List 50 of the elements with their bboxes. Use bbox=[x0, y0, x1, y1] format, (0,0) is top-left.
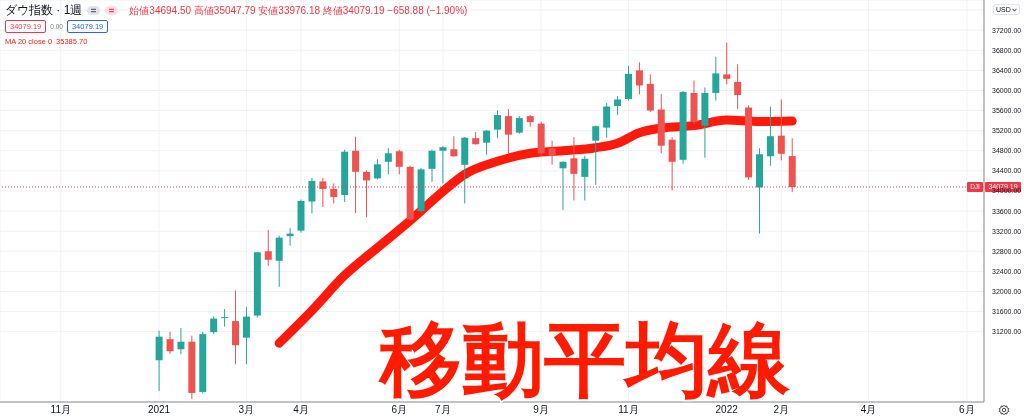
candlestick bbox=[308, 177, 316, 215]
candlestick bbox=[614, 95, 622, 116]
x-tick-label: 9月 bbox=[533, 404, 549, 416]
candlestick bbox=[723, 42, 731, 85]
candlestick bbox=[395, 149, 403, 175]
candlestick bbox=[603, 102, 611, 139]
candlestick bbox=[330, 182, 338, 205]
candlestick bbox=[635, 61, 643, 95]
candlestick bbox=[712, 56, 720, 101]
candlestick bbox=[319, 177, 327, 208]
x-tick-label: 3月 bbox=[238, 404, 255, 416]
candlestick bbox=[777, 99, 785, 161]
candlestick bbox=[352, 136, 360, 214]
candlestick bbox=[177, 327, 185, 355]
x-tick-label: 11月 bbox=[618, 404, 639, 416]
x-tick-label: 11月 bbox=[50, 404, 72, 416]
chart-subtitle: 始値34694.50 高値35047.79 安値33976.18 終値34079.19 −658.88 (−1.90%) bbox=[129, 3, 468, 18]
candlestick bbox=[581, 155, 589, 201]
candlestick bbox=[384, 147, 392, 175]
candlestick bbox=[504, 108, 512, 154]
chart-title: ダウ指数 · 1週 bbox=[5, 2, 83, 19]
candlestick bbox=[221, 308, 229, 328]
candlestick bbox=[450, 135, 458, 158]
x-tick-label: 6月 bbox=[391, 404, 407, 416]
candlestick bbox=[734, 63, 742, 110]
candlestick bbox=[155, 330, 163, 392]
candlestick bbox=[264, 229, 272, 267]
x-tick-label: 6月 bbox=[959, 404, 975, 416]
x-tick-label: 4月 bbox=[293, 404, 309, 416]
candlestick bbox=[373, 158, 381, 180]
candlestick bbox=[766, 106, 774, 167]
x-tick-label: 7月 bbox=[435, 404, 451, 416]
candlestick bbox=[242, 306, 250, 365]
candlestick bbox=[494, 110, 501, 139]
x-tick-label: 2022 bbox=[715, 404, 739, 416]
candlestick bbox=[363, 169, 371, 218]
candlestick bbox=[668, 136, 676, 191]
candlestick bbox=[592, 125, 600, 186]
candlestick bbox=[275, 235, 283, 288]
annotation: 移動平均線 bbox=[378, 314, 791, 405]
candlestick bbox=[428, 149, 436, 183]
candlestick bbox=[570, 136, 578, 201]
x-tick-label: 2021 bbox=[147, 404, 171, 416]
candlestick bbox=[166, 331, 174, 355]
candlestick bbox=[439, 145, 447, 184]
x-tick-label: 2月 bbox=[773, 404, 790, 416]
candlestick bbox=[548, 140, 556, 166]
candlestick bbox=[559, 160, 567, 211]
x-tick-label: 4月 bbox=[860, 404, 877, 416]
candlestick bbox=[483, 129, 491, 156]
